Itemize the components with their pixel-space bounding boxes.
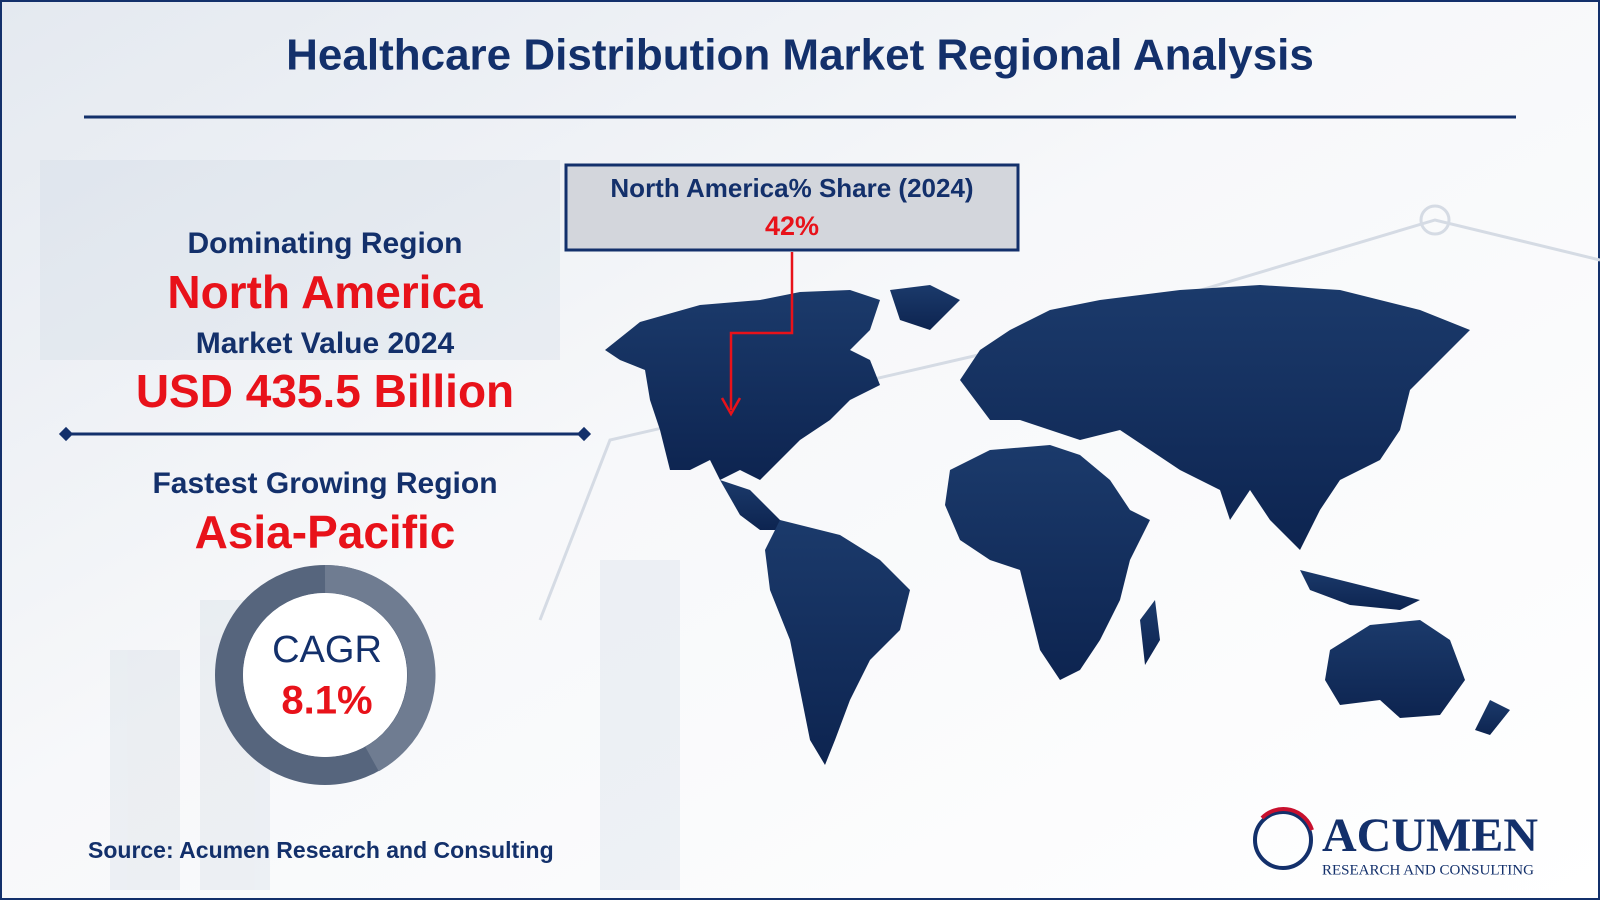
new-zealand — [1475, 700, 1510, 735]
logo-tagline: RESEARCH AND CONSULTING — [1322, 862, 1534, 878]
madagascar — [1140, 600, 1160, 665]
logo-name: ACUMEN — [1322, 809, 1538, 862]
cagr-inner — [243, 593, 407, 757]
fastest-region: Asia-Pacific — [195, 506, 456, 558]
africa — [945, 445, 1150, 680]
cagr-label: CAGR — [272, 629, 382, 671]
eurasia — [960, 285, 1470, 550]
callout-label: North America% Share (2024) — [610, 173, 973, 203]
callout-arrow — [729, 252, 794, 410]
australia — [1325, 620, 1465, 718]
callout-arrowhead — [720, 397, 742, 417]
dominating-region: North America — [167, 266, 483, 318]
dominating-label: Dominating Region — [188, 227, 463, 260]
logo-globe — [1253, 810, 1313, 870]
divider-diamond — [576, 426, 592, 442]
central-america — [720, 480, 790, 530]
title: Healthcare Distribution Market Regional … — [286, 31, 1314, 80]
indonesia — [1300, 570, 1420, 610]
logo-swoosh — [1260, 807, 1314, 831]
callout-box — [564, 163, 1020, 252]
background-dot — [1419, 204, 1451, 236]
world-map — [605, 285, 1510, 765]
greenland — [890, 285, 960, 330]
source: Source: Acumen Research and Consulting — [88, 837, 554, 863]
market-value-label: Market Value 2024 — [196, 327, 455, 360]
cagr-ring-segment — [324, 564, 436, 772]
south-america — [765, 520, 910, 765]
north-america — [605, 290, 880, 480]
logo: ACUMEN RESEARCH AND CONSULTING — [1253, 807, 1538, 878]
market-value: USD 435.5 Billion — [136, 365, 514, 417]
cagr-value: 8.1% — [281, 679, 372, 723]
divider-diamond — [58, 426, 74, 442]
callout-value: 42% — [765, 211, 819, 241]
fastest-label: Fastest Growing Region — [152, 467, 497, 500]
